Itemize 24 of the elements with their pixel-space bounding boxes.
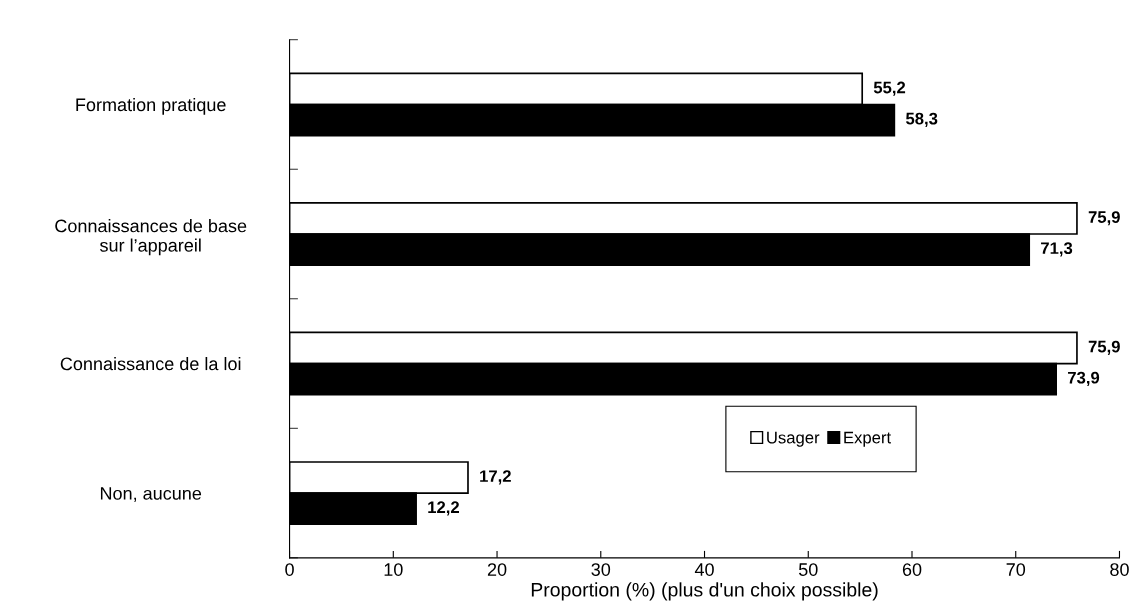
- x-tick-label: 20: [487, 563, 507, 576]
- data-label: 73,9: [1068, 371, 1100, 386]
- data-label: 71,3: [1041, 242, 1073, 257]
- data-label: 75,9: [1088, 340, 1120, 355]
- data-label: 17,2: [480, 470, 511, 485]
- legend-label: Expert: [844, 431, 891, 447]
- x-tick-label: 80: [1110, 563, 1129, 576]
- x-tick-label: 30: [591, 563, 611, 576]
- x-tick-label: 50: [798, 563, 818, 576]
- data-label: 58,3: [905, 112, 938, 127]
- data-label: 55,2: [873, 81, 906, 96]
- y-tick-label: Formation pratique: [76, 97, 226, 115]
- x-tick-label: 40: [694, 563, 714, 576]
- legend-label: Usager: [767, 431, 820, 447]
- data-label: 12,2: [428, 501, 459, 516]
- x-tick-label: 60: [902, 563, 922, 576]
- x-axis-title: Proportion (%) (plus d'un choix possible): [531, 582, 878, 601]
- x-tick-label: 70: [1006, 563, 1026, 576]
- x-tick-label: 10: [384, 563, 403, 576]
- y-tick-label: Connaissances de base sur l’appareil: [55, 219, 247, 256]
- data-label: 75,9: [1088, 211, 1120, 226]
- x-tick-label: 0: [285, 563, 294, 576]
- y-tick-label: Connaissance de la loi: [60, 357, 241, 371]
- y-tick-label: Non, aucune: [100, 487, 202, 502]
